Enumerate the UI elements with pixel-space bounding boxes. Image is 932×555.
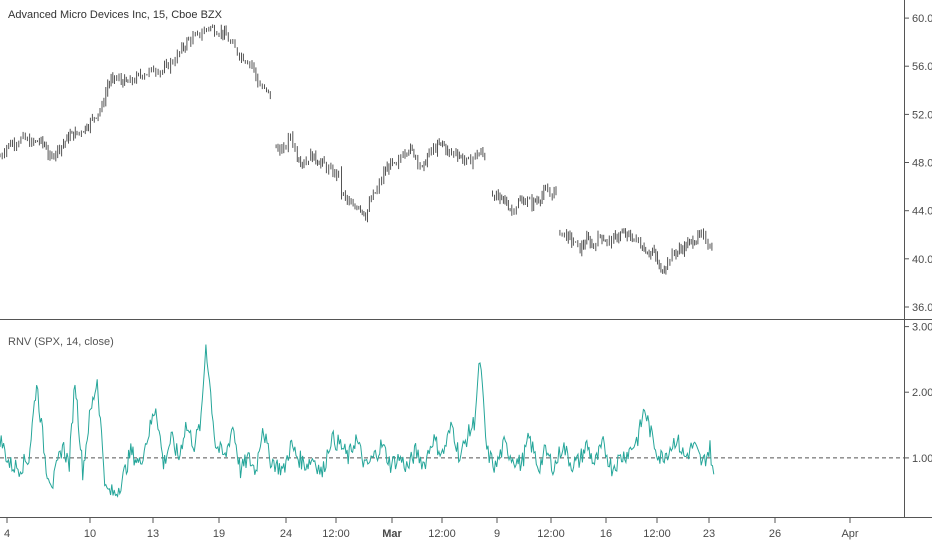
price-tick-label: 44.00 (912, 206, 932, 218)
price-tick-label: 40.00 (912, 254, 932, 266)
price-tick-label: 60.00 (912, 13, 932, 25)
price-axis[interactable]: 60.00 56.00 52.00 48.00 44.00 40.00 36.00 (904, 13, 932, 314)
time-tick-label: 13 (147, 528, 159, 540)
price-pane[interactable] (0, 24, 713, 275)
indicator-pane[interactable] (0, 344, 904, 498)
symbol-title: Advanced Micro Devices Inc, 15, Cboe BZX (8, 9, 223, 21)
time-tick-label: 26 (769, 528, 781, 540)
time-tick-label: Mar (382, 528, 402, 540)
price-tick-label: 48.00 (912, 158, 932, 170)
time-tick-label: 23 (703, 528, 715, 540)
indicator-tick-label: 2.00 (912, 387, 932, 399)
price-tick-label: 56.00 (912, 61, 932, 73)
rnv-series-line (0, 344, 715, 498)
indicator-tick-label: 1.00 (912, 453, 932, 465)
time-tick-label: Apr (841, 528, 858, 540)
time-tick-label: 12:00 (537, 528, 565, 540)
time-tick-label: 19 (213, 528, 225, 540)
time-tick-label: 12:00 (643, 528, 671, 540)
time-tick-label: 9 (494, 528, 500, 540)
time-tick-label: 4 (4, 528, 10, 540)
indicator-axis[interactable]: 3.00 2.00 1.00 (904, 322, 932, 465)
time-tick-label: 16 (600, 528, 612, 540)
indicator-tick-label: 3.00 (912, 322, 932, 334)
time-tick-label: 12:00 (322, 528, 350, 540)
time-tick-label: 10 (84, 528, 96, 540)
time-axis[interactable]: 4 10 13 19 24 12:00 Mar 12:00 9 12:00 16 12:00 23 26 A… (4, 518, 859, 540)
time-tick-label: 12:00 (428, 528, 456, 540)
time-tick-label: 24 (280, 528, 292, 540)
indicator-title: RNV (SPX, 14, close) (8, 336, 114, 348)
price-tick-label: 52.00 (912, 109, 932, 121)
price-tick-label: 36.00 (912, 302, 932, 314)
